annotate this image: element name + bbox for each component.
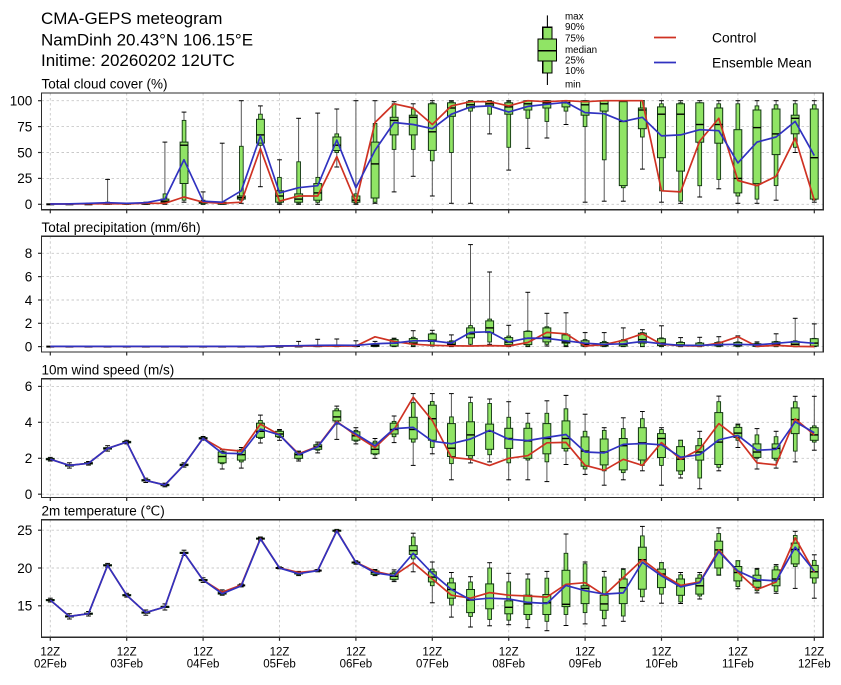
svg-text:4: 4 bbox=[25, 293, 33, 308]
svg-text:03Feb: 03Feb bbox=[110, 659, 143, 671]
svg-text:25%: 25% bbox=[565, 56, 585, 67]
svg-text:12Z: 12Z bbox=[804, 647, 824, 659]
svg-text:12Z: 12Z bbox=[270, 647, 290, 659]
svg-text:12Z: 12Z bbox=[422, 647, 442, 659]
svg-text:2: 2 bbox=[25, 316, 33, 331]
svg-text:08Feb: 08Feb bbox=[492, 659, 525, 671]
svg-text:max: max bbox=[565, 12, 584, 23]
svg-text:25: 25 bbox=[17, 523, 32, 538]
svg-text:25: 25 bbox=[17, 171, 32, 186]
svg-text:12Z: 12Z bbox=[652, 647, 672, 659]
svg-text:07Feb: 07Feb bbox=[416, 659, 449, 671]
svg-text:12Z: 12Z bbox=[346, 647, 366, 659]
svg-text:Total precipitation (mm/6h): Total precipitation (mm/6h) bbox=[42, 220, 201, 235]
svg-text:75: 75 bbox=[17, 119, 32, 134]
svg-text:05Feb: 05Feb bbox=[263, 659, 296, 671]
svg-text:NamDinh 20.43°N 106.15°E: NamDinh 20.43°N 106.15°E bbox=[41, 30, 253, 49]
svg-text:10%: 10% bbox=[565, 66, 585, 77]
svg-text:02Feb: 02Feb bbox=[34, 659, 67, 671]
svg-text:50: 50 bbox=[17, 145, 32, 160]
svg-text:0: 0 bbox=[25, 197, 33, 212]
svg-text:min: min bbox=[565, 80, 581, 91]
svg-text:12Z: 12Z bbox=[193, 647, 213, 659]
svg-text:median: median bbox=[565, 45, 597, 56]
svg-text:09Feb: 09Feb bbox=[569, 659, 602, 671]
svg-text:CMA-GEPS meteogram: CMA-GEPS meteogram bbox=[41, 9, 222, 28]
svg-text:12Z: 12Z bbox=[499, 647, 519, 659]
svg-text:75%: 75% bbox=[565, 33, 585, 44]
svg-text:100: 100 bbox=[10, 94, 33, 109]
svg-text:20: 20 bbox=[17, 561, 32, 576]
svg-text:06Feb: 06Feb bbox=[340, 659, 373, 671]
svg-text:2m temperature (℃): 2m temperature (℃) bbox=[42, 503, 165, 518]
svg-text:12Feb: 12Feb bbox=[798, 659, 831, 671]
svg-text:2: 2 bbox=[25, 451, 33, 466]
svg-text:Total cloud cover (%): Total cloud cover (%) bbox=[42, 77, 168, 92]
svg-text:10m wind speed (m/s): 10m wind speed (m/s) bbox=[42, 362, 175, 377]
svg-text:04Feb: 04Feb bbox=[187, 659, 220, 671]
svg-text:Control: Control bbox=[712, 31, 756, 46]
svg-text:12Z: 12Z bbox=[40, 647, 60, 659]
svg-text:90%: 90% bbox=[565, 22, 585, 33]
svg-text:0: 0 bbox=[25, 339, 33, 354]
svg-text:12Z: 12Z bbox=[728, 647, 748, 659]
svg-text:0: 0 bbox=[25, 487, 33, 502]
svg-text:4: 4 bbox=[25, 415, 33, 430]
svg-text:10Feb: 10Feb bbox=[645, 659, 678, 671]
svg-text:Initime: 20260202 12UTC: Initime: 20260202 12UTC bbox=[41, 51, 235, 70]
svg-text:6: 6 bbox=[25, 269, 33, 284]
svg-text:15: 15 bbox=[17, 599, 32, 614]
svg-text:Ensemble Mean: Ensemble Mean bbox=[712, 56, 812, 71]
svg-text:6: 6 bbox=[25, 379, 33, 394]
svg-text:12Z: 12Z bbox=[117, 647, 137, 659]
svg-text:8: 8 bbox=[25, 246, 33, 261]
svg-text:12Z: 12Z bbox=[575, 647, 595, 659]
svg-text:11Feb: 11Feb bbox=[722, 659, 754, 671]
